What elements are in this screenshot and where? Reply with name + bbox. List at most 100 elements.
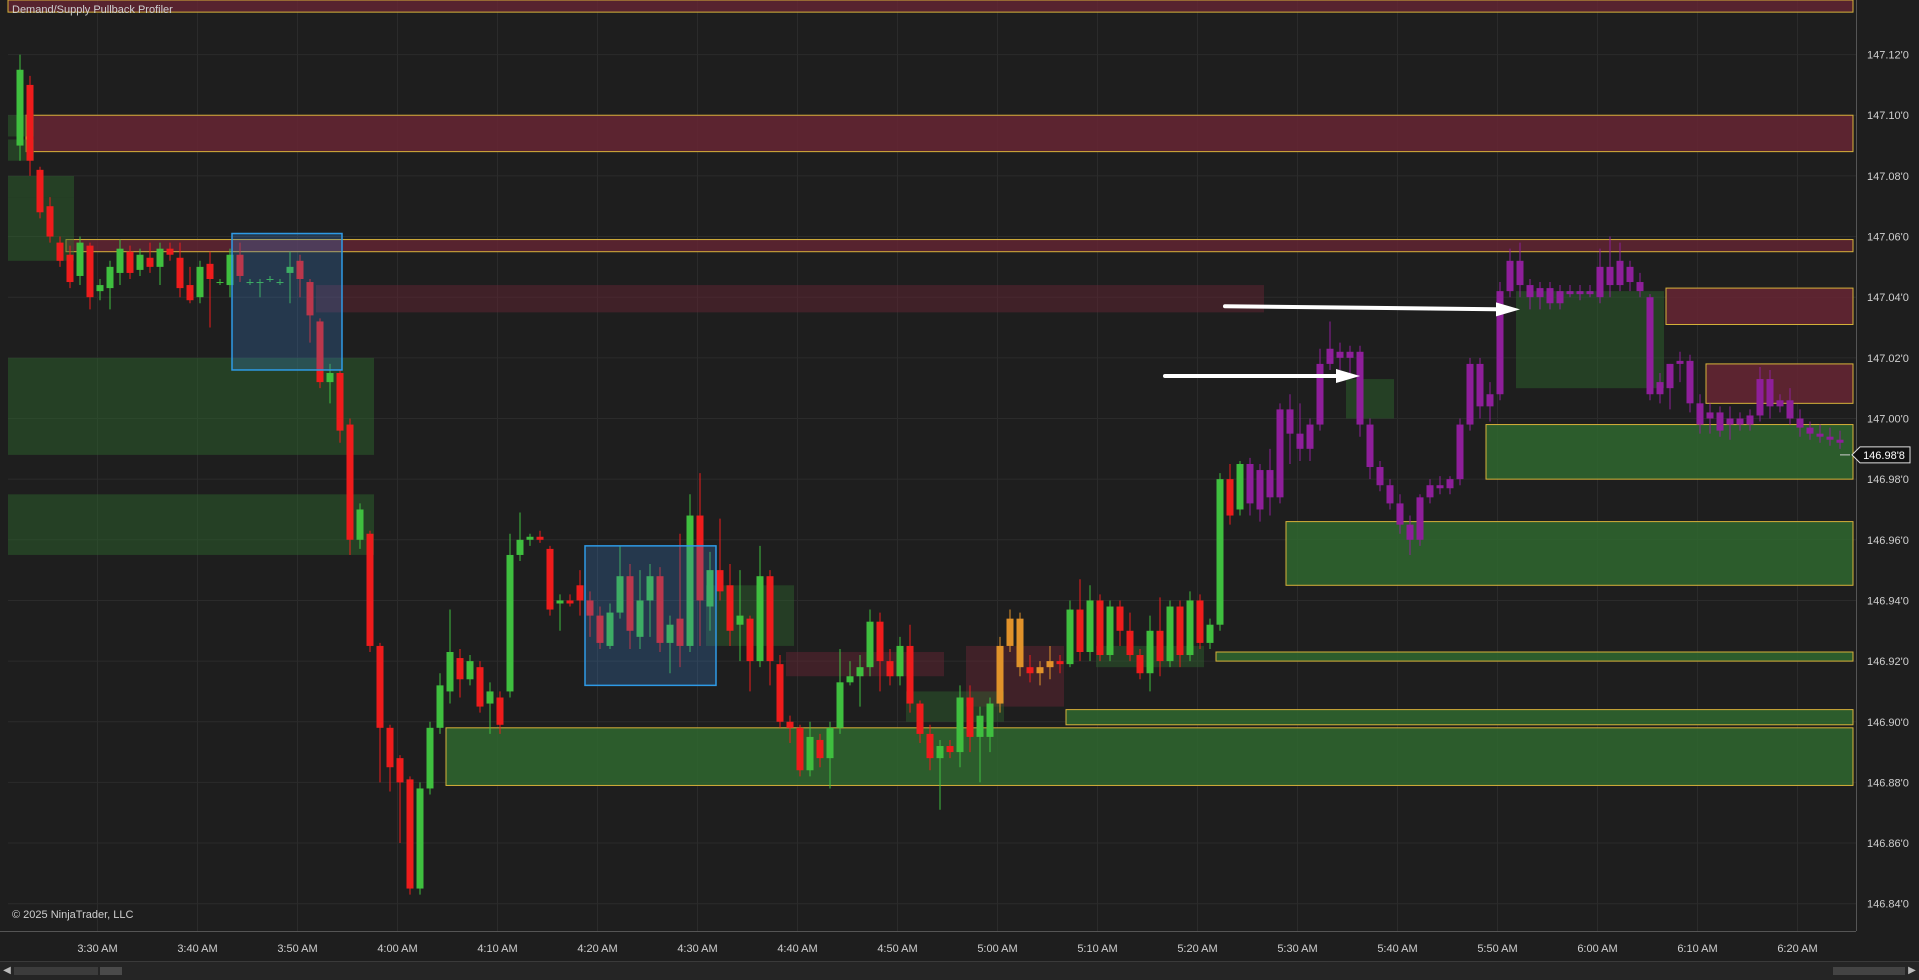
candle[interactable] <box>776 655 784 728</box>
candle[interactable] <box>476 661 484 713</box>
time-axis[interactable]: 3:30 AM 3:40 AM 3:50 AM 4:00 AM 4:10 AM 4:20 … <box>77 943 1817 955</box>
candle[interactable] <box>1806 421 1814 440</box>
candle[interactable] <box>756 545 764 668</box>
candle[interactable] <box>696 473 704 646</box>
candle[interactable] <box>416 782 424 895</box>
candle[interactable] <box>1076 579 1084 662</box>
candle[interactable] <box>286 251 294 304</box>
candle[interactable] <box>846 661 854 686</box>
candle[interactable] <box>16 54 24 161</box>
candle[interactable] <box>426 721 434 795</box>
candle[interactable] <box>36 166 44 219</box>
candle[interactable] <box>1276 403 1284 504</box>
candle[interactable] <box>656 567 664 653</box>
candle[interactable] <box>1036 661 1044 686</box>
candle[interactable] <box>466 655 474 686</box>
candle[interactable] <box>816 733 824 768</box>
candle[interactable] <box>1126 612 1134 662</box>
scrollbar-track-segment[interactable] <box>14 967 98 975</box>
candle[interactable] <box>986 697 994 753</box>
candle[interactable] <box>1796 409 1804 437</box>
candle[interactable] <box>1336 342 1344 370</box>
candle[interactable] <box>576 570 584 616</box>
candle[interactable] <box>1066 600 1074 668</box>
candle[interactable] <box>766 570 774 686</box>
candle[interactable] <box>1086 585 1094 662</box>
candle[interactable] <box>356 503 364 549</box>
candle[interactable] <box>736 570 744 662</box>
candle[interactable] <box>956 685 964 768</box>
candle[interactable] <box>866 609 874 677</box>
candle[interactable] <box>916 700 924 743</box>
candle[interactable] <box>826 721 834 789</box>
candle[interactable] <box>706 551 714 631</box>
candle[interactable] <box>246 278 254 286</box>
candle[interactable] <box>1206 618 1214 649</box>
candle[interactable] <box>1706 403 1714 434</box>
candle[interactable] <box>1686 354 1694 413</box>
candle[interactable] <box>366 530 374 653</box>
candle[interactable] <box>66 245 74 289</box>
candle[interactable] <box>646 564 654 637</box>
candle[interactable] <box>1826 427 1834 446</box>
candle[interactable] <box>516 512 524 562</box>
candle[interactable] <box>876 612 884 692</box>
candle[interactable] <box>1656 373 1664 404</box>
candle[interactable] <box>156 242 164 286</box>
candle[interactable] <box>966 685 974 753</box>
candle[interactable] <box>1006 609 1014 653</box>
candle[interactable] <box>306 278 314 343</box>
candle[interactable] <box>1516 242 1524 298</box>
candle[interactable] <box>1306 418 1314 461</box>
candle-layer[interactable] <box>16 54 1844 895</box>
candle[interactable] <box>606 603 614 649</box>
candle[interactable] <box>266 275 274 283</box>
candle[interactable] <box>616 545 624 619</box>
candle[interactable] <box>1216 473 1224 631</box>
candle[interactable] <box>166 242 174 261</box>
candle[interactable] <box>1556 285 1564 310</box>
candle[interactable] <box>1836 430 1844 449</box>
candle[interactable] <box>76 236 84 286</box>
candle[interactable] <box>446 609 454 704</box>
candle[interactable] <box>976 706 984 783</box>
candle[interactable] <box>1406 515 1414 555</box>
candle[interactable] <box>1186 591 1194 662</box>
candle[interactable] <box>546 545 554 616</box>
candle[interactable] <box>1106 600 1114 662</box>
candle[interactable] <box>26 75 34 176</box>
candle[interactable] <box>136 248 144 276</box>
candle[interactable] <box>86 242 94 310</box>
candle[interactable] <box>1736 412 1744 431</box>
candle[interactable] <box>1566 285 1574 298</box>
candle[interactable] <box>1146 615 1154 692</box>
candle[interactable] <box>1666 363 1674 410</box>
candle[interactable] <box>1056 655 1064 674</box>
candle[interactable] <box>206 251 214 328</box>
candle[interactable] <box>1476 357 1484 419</box>
candle[interactable] <box>1046 645 1054 680</box>
candle[interactable] <box>1266 448 1274 516</box>
candle[interactable] <box>1766 369 1774 419</box>
candle[interactable] <box>1696 394 1704 434</box>
candle[interactable] <box>1456 418 1464 486</box>
candle[interactable] <box>1196 594 1204 649</box>
candle[interactable] <box>256 278 264 298</box>
scrollbar-end-segment[interactable] <box>1833 967 1905 975</box>
candle[interactable] <box>926 724 934 771</box>
candle[interactable] <box>806 721 814 777</box>
candle[interactable] <box>1256 463 1264 522</box>
candle[interactable] <box>896 636 904 686</box>
candle[interactable] <box>1026 655 1034 683</box>
candle[interactable] <box>1646 294 1654 401</box>
candle[interactable] <box>626 564 634 649</box>
candle[interactable] <box>796 724 804 777</box>
candle[interactable] <box>1296 403 1304 461</box>
candle[interactable] <box>1416 494 1424 546</box>
candle[interactable] <box>1246 457 1254 516</box>
candle[interactable] <box>376 642 384 783</box>
candle[interactable] <box>1816 424 1824 443</box>
price-axis[interactable]: 147.12'0 147.10'0 147.08'0 147.06'0 147.04'0… <box>1867 50 1909 911</box>
candle[interactable] <box>216 278 224 286</box>
